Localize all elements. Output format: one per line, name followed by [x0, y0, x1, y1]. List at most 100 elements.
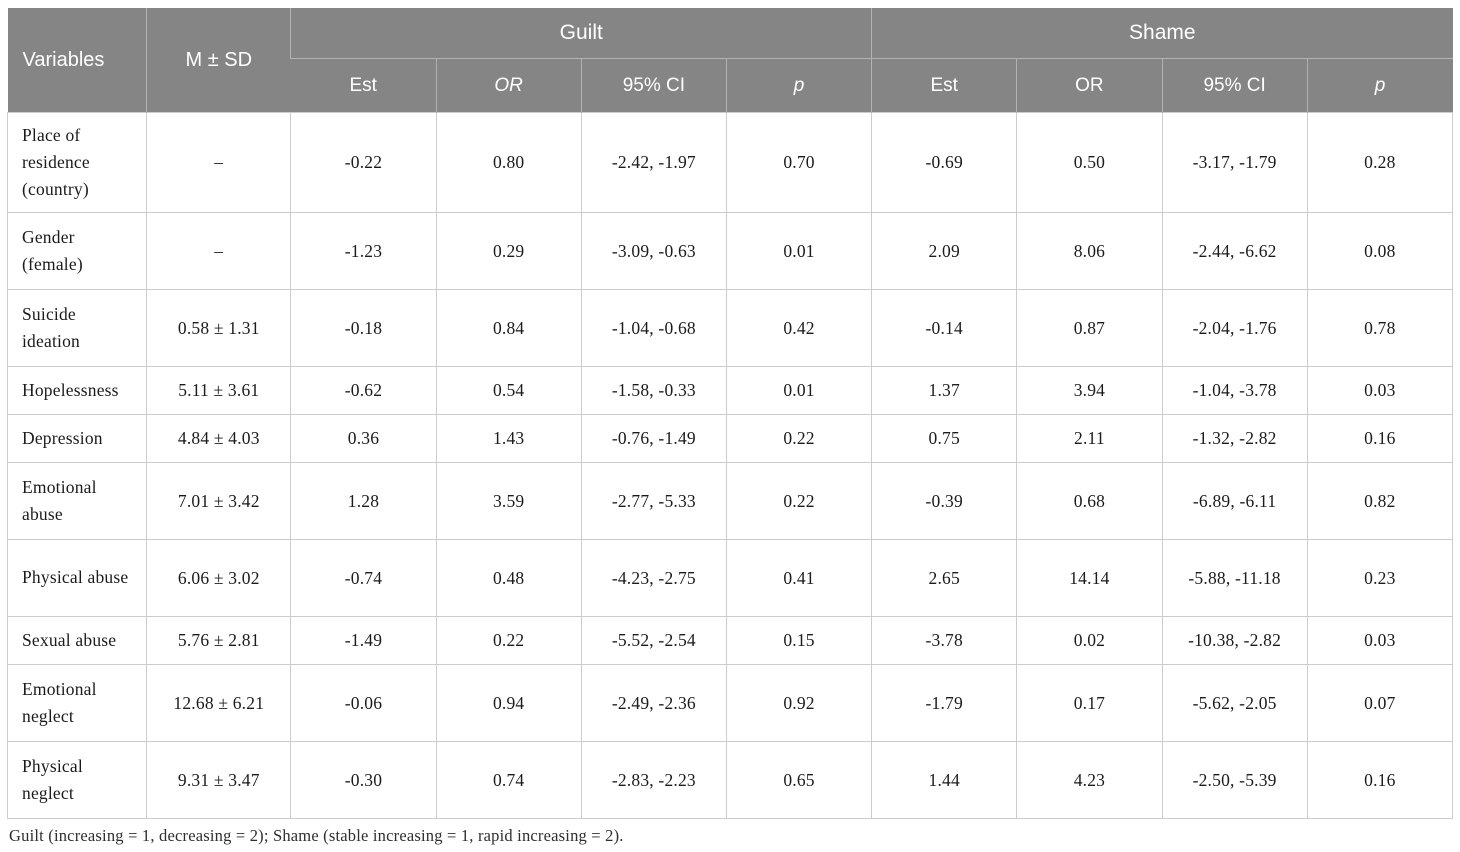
- column-group-shame: Shame: [871, 8, 1453, 59]
- guilt-est-cell: -0.06: [290, 664, 437, 742]
- guilt-p-cell: 0.70: [725, 112, 873, 213]
- variable-cell: Emotional neglect: [6, 664, 148, 742]
- column-header-guilt-est: Est: [290, 58, 437, 113]
- shame-est-cell: 2.65: [871, 539, 1018, 617]
- shame-est-cell: -0.14: [871, 289, 1018, 367]
- guilt-or-cell: 3.59: [435, 462, 582, 540]
- guilt-or-cell: 0.84: [435, 289, 582, 367]
- shame-ci-cell: -5.62, -2.05: [1161, 664, 1308, 742]
- guilt-ci-cell: -2.77, -5.33: [580, 462, 727, 540]
- shame-ci-cell: -2.44, -6.62: [1161, 212, 1308, 290]
- shame-ci-cell: -6.89, -6.11: [1161, 462, 1308, 540]
- shame-p-cell: 0.07: [1306, 664, 1454, 742]
- table-row: Physical abuse 6.06 ± 3.02 -0.74 0.48 -4…: [6, 539, 1454, 617]
- variable-cell: Sexual abuse: [6, 616, 148, 665]
- table-row: Emotional abuse 7.01 ± 3.42 1.28 3.59 -2…: [6, 462, 1454, 540]
- variable-cell: Suicide ideation: [6, 289, 148, 367]
- shame-or-cell: 0.02: [1016, 616, 1163, 665]
- guilt-p-cell: 0.41: [725, 539, 873, 617]
- msd-cell: 0.58 ± 1.31: [146, 289, 292, 367]
- shame-or-cell: 0.17: [1016, 664, 1163, 742]
- shame-p-cell: 0.16: [1306, 741, 1454, 819]
- shame-p-cell: 0.78: [1306, 289, 1454, 367]
- variable-cell: Gender (female): [6, 212, 148, 290]
- guilt-ci-cell: -0.76, -1.49: [580, 414, 727, 463]
- guilt-est-cell: 1.28: [290, 462, 437, 540]
- shame-or-cell: 0.87: [1016, 289, 1163, 367]
- shame-ci-cell: -3.17, -1.79: [1161, 112, 1308, 213]
- guilt-ci-cell: -2.42, -1.97: [580, 112, 727, 213]
- shame-ci-cell: -1.04, -3.78: [1161, 366, 1308, 415]
- column-header-msd: M ± SD: [146, 8, 291, 113]
- shame-p-cell: 0.82: [1306, 462, 1454, 540]
- table-row: Emotional neglect 12.68 ± 6.21 -0.06 0.9…: [6, 664, 1454, 742]
- paper-table-figure: Variables M ± SD Guilt Shame Est OR 95% …: [6, 8, 1454, 846]
- guilt-ci-cell: -2.49, -2.36: [580, 664, 727, 742]
- guilt-p-cell: 0.15: [725, 616, 873, 665]
- column-group-guilt: Guilt: [290, 8, 872, 59]
- shame-est-cell: 2.09: [871, 212, 1018, 290]
- shame-or-cell: 8.06: [1016, 212, 1163, 290]
- guilt-ci-cell: -5.52, -2.54: [580, 616, 727, 665]
- shame-ci-cell: -5.88, -11.18: [1161, 539, 1308, 617]
- variable-cell: Place of residence (country): [6, 112, 148, 213]
- guilt-or-cell: 1.43: [435, 414, 582, 463]
- shame-est-cell: -1.79: [871, 664, 1018, 742]
- msd-cell: 7.01 ± 3.42: [146, 462, 292, 540]
- guilt-p-cell: 0.01: [725, 366, 873, 415]
- guilt-or-cell: 0.22: [435, 616, 582, 665]
- msd-cell: –: [146, 212, 292, 290]
- shame-or-cell: 2.11: [1016, 414, 1163, 463]
- variable-cell: Physical abuse: [6, 539, 148, 617]
- msd-cell: 9.31 ± 3.47: [146, 741, 292, 819]
- guilt-or-cell: 0.48: [435, 539, 582, 617]
- table-row: Physical neglect 9.31 ± 3.47 -0.30 0.74 …: [6, 741, 1454, 819]
- table-row: Sexual abuse 5.76 ± 2.81 -1.49 0.22 -5.5…: [6, 616, 1454, 665]
- shame-p-cell: 0.03: [1306, 616, 1454, 665]
- guilt-p-cell: 0.65: [725, 741, 873, 819]
- guilt-est-cell: -0.22: [290, 112, 437, 213]
- guilt-ci-cell: -2.83, -2.23: [580, 741, 727, 819]
- column-header-shame-est: Est: [871, 58, 1017, 113]
- guilt-ci-cell: -3.09, -0.63: [580, 212, 727, 290]
- shame-or-cell: 4.23: [1016, 741, 1163, 819]
- shame-or-cell: 0.68: [1016, 462, 1163, 540]
- table-row: Place of residence (country) – -0.22 0.8…: [6, 112, 1454, 213]
- regression-results-table: Variables M ± SD Guilt Shame Est OR 95% …: [6, 8, 1454, 819]
- column-header-variables: Variables: [7, 8, 147, 113]
- column-header-shame-ci: 95% CI: [1161, 58, 1308, 113]
- msd-cell: 5.76 ± 2.81: [146, 616, 292, 665]
- shame-ci-cell: -2.50, -5.39: [1161, 741, 1308, 819]
- shame-est-cell: 1.44: [871, 741, 1018, 819]
- shame-est-cell: 1.37: [871, 366, 1018, 415]
- guilt-p-cell: 0.01: [725, 212, 873, 290]
- shame-ci-cell: -1.32, -2.82: [1161, 414, 1308, 463]
- variable-cell: Emotional abuse: [6, 462, 148, 540]
- guilt-est-cell: -1.49: [290, 616, 437, 665]
- guilt-est-cell: -0.74: [290, 539, 437, 617]
- guilt-ci-cell: -4.23, -2.75: [580, 539, 727, 617]
- msd-cell: 6.06 ± 3.02: [146, 539, 292, 617]
- table-body: Place of residence (country) – -0.22 0.8…: [6, 112, 1454, 819]
- shame-est-cell: -0.39: [871, 462, 1018, 540]
- table-row: Suicide ideation 0.58 ± 1.31 -0.18 0.84 …: [6, 289, 1454, 367]
- guilt-ci-cell: -1.04, -0.68: [580, 289, 727, 367]
- shame-p-cell: 0.28: [1306, 112, 1454, 213]
- shame-est-cell: -3.78: [871, 616, 1018, 665]
- shame-or-cell: 3.94: [1016, 366, 1163, 415]
- variable-cell: Hopelessness: [6, 366, 148, 415]
- column-header-guilt-p: p: [725, 58, 872, 113]
- guilt-est-cell: -0.30: [290, 741, 437, 819]
- guilt-est-cell: -0.62: [290, 366, 437, 415]
- shame-or-cell: 0.50: [1016, 112, 1163, 213]
- shame-ci-cell: -10.38, -2.82: [1161, 616, 1308, 665]
- column-header-guilt-ci: 95% CI: [580, 58, 727, 113]
- guilt-p-cell: 0.92: [725, 664, 873, 742]
- shame-or-cell: 14.14: [1016, 539, 1163, 617]
- shame-p-cell: 0.16: [1306, 414, 1454, 463]
- table-row: Gender (female) – -1.23 0.29 -3.09, -0.6…: [6, 212, 1454, 290]
- msd-cell: 12.68 ± 6.21: [146, 664, 292, 742]
- guilt-ci-cell: -1.58, -0.33: [580, 366, 727, 415]
- guilt-est-cell: 0.36: [290, 414, 437, 463]
- shame-p-cell: 0.23: [1306, 539, 1454, 617]
